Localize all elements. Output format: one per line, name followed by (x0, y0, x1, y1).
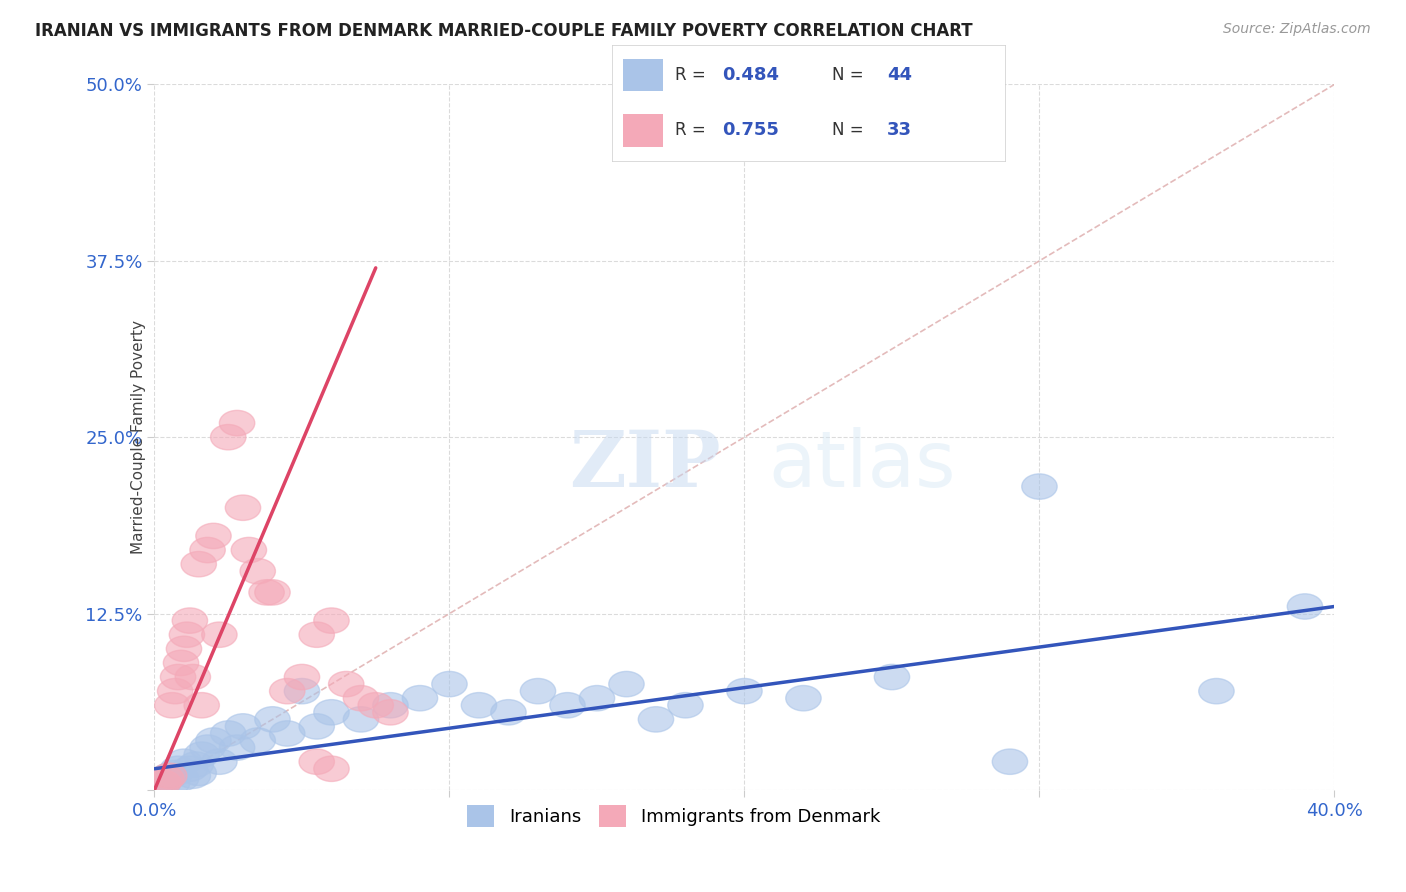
Ellipse shape (373, 692, 408, 718)
Ellipse shape (461, 692, 496, 718)
Ellipse shape (160, 756, 195, 781)
Ellipse shape (240, 728, 276, 753)
Text: R =: R = (675, 121, 710, 139)
Text: N =: N = (832, 66, 869, 84)
Ellipse shape (270, 721, 305, 747)
Ellipse shape (157, 679, 193, 704)
Ellipse shape (299, 749, 335, 774)
Ellipse shape (225, 495, 260, 520)
Ellipse shape (219, 410, 254, 436)
Ellipse shape (225, 714, 260, 739)
Ellipse shape (254, 706, 290, 732)
Ellipse shape (201, 622, 238, 648)
Ellipse shape (1288, 594, 1323, 619)
Ellipse shape (211, 721, 246, 747)
Ellipse shape (152, 764, 187, 789)
Legend: Iranians, Immigrants from Denmark: Iranians, Immigrants from Denmark (460, 797, 887, 834)
Ellipse shape (172, 608, 208, 633)
Ellipse shape (149, 766, 184, 791)
Ellipse shape (579, 686, 614, 711)
Y-axis label: Married-Couple Family Poverty: Married-Couple Family Poverty (131, 320, 146, 554)
Ellipse shape (181, 760, 217, 786)
Bar (623, 59, 662, 91)
Ellipse shape (172, 756, 208, 781)
Ellipse shape (179, 752, 214, 777)
Ellipse shape (727, 679, 762, 704)
Ellipse shape (190, 537, 225, 563)
Ellipse shape (211, 425, 246, 450)
Ellipse shape (176, 764, 211, 789)
Text: N =: N = (832, 121, 869, 139)
Ellipse shape (284, 665, 319, 690)
Ellipse shape (146, 770, 181, 796)
Ellipse shape (786, 686, 821, 711)
Ellipse shape (875, 665, 910, 690)
Ellipse shape (163, 650, 198, 675)
Ellipse shape (152, 764, 187, 789)
Ellipse shape (1022, 474, 1057, 500)
Ellipse shape (314, 756, 349, 781)
Ellipse shape (491, 699, 526, 725)
Ellipse shape (609, 672, 644, 697)
Ellipse shape (146, 770, 181, 796)
Text: Source: ZipAtlas.com: Source: ZipAtlas.com (1223, 22, 1371, 37)
Ellipse shape (249, 580, 284, 605)
Ellipse shape (176, 665, 211, 690)
Ellipse shape (184, 742, 219, 767)
Text: 0.484: 0.484 (721, 66, 779, 84)
Ellipse shape (993, 749, 1028, 774)
Text: 0.755: 0.755 (721, 121, 779, 139)
Text: 33: 33 (887, 121, 912, 139)
Ellipse shape (314, 608, 349, 633)
Ellipse shape (195, 728, 231, 753)
Ellipse shape (359, 692, 394, 718)
Ellipse shape (343, 706, 378, 732)
Ellipse shape (157, 760, 193, 786)
Ellipse shape (373, 699, 408, 725)
Ellipse shape (402, 686, 437, 711)
Ellipse shape (231, 537, 267, 563)
Ellipse shape (155, 692, 190, 718)
Text: IRANIAN VS IMMIGRANTS FROM DENMARK MARRIED-COUPLE FAMILY POVERTY CORRELATION CHA: IRANIAN VS IMMIGRANTS FROM DENMARK MARRI… (35, 22, 973, 40)
Ellipse shape (270, 679, 305, 704)
Ellipse shape (432, 672, 467, 697)
Ellipse shape (163, 766, 198, 791)
Ellipse shape (184, 692, 219, 718)
Ellipse shape (254, 580, 290, 605)
Text: atlas: atlas (768, 427, 956, 503)
Ellipse shape (314, 699, 349, 725)
Text: R =: R = (675, 66, 710, 84)
Ellipse shape (343, 686, 378, 711)
Ellipse shape (160, 665, 195, 690)
Bar (623, 114, 662, 146)
Ellipse shape (195, 524, 231, 549)
Ellipse shape (155, 770, 190, 796)
Ellipse shape (668, 692, 703, 718)
Ellipse shape (190, 735, 225, 760)
Ellipse shape (520, 679, 555, 704)
Ellipse shape (201, 749, 238, 774)
Ellipse shape (166, 636, 201, 662)
Text: ZIP: ZIP (569, 427, 721, 503)
Ellipse shape (166, 749, 201, 774)
Ellipse shape (181, 551, 217, 577)
Ellipse shape (169, 622, 205, 648)
Ellipse shape (149, 766, 184, 791)
Ellipse shape (240, 558, 276, 584)
Ellipse shape (219, 735, 254, 760)
Ellipse shape (284, 679, 319, 704)
Ellipse shape (1199, 679, 1234, 704)
Ellipse shape (550, 692, 585, 718)
Ellipse shape (299, 622, 335, 648)
Text: 44: 44 (887, 66, 912, 84)
Ellipse shape (299, 714, 335, 739)
Ellipse shape (329, 672, 364, 697)
Ellipse shape (638, 706, 673, 732)
